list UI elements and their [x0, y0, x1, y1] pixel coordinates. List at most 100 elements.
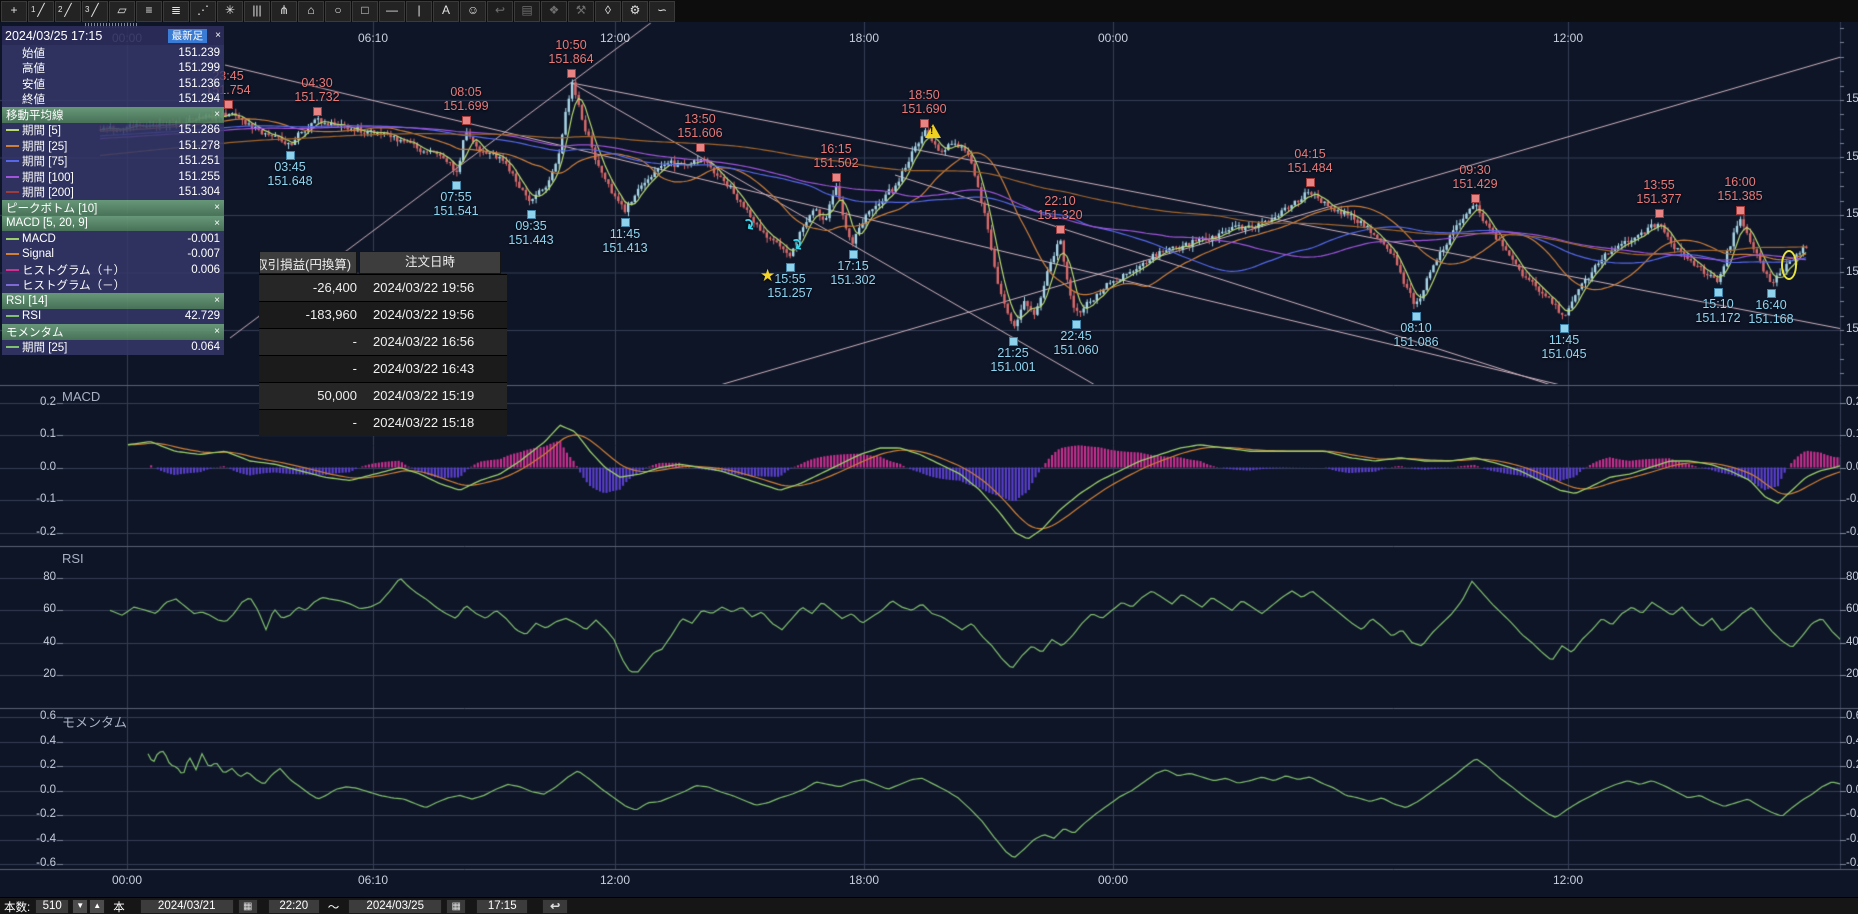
panel-drag-handle[interactable]	[85, 23, 137, 28]
indicator-section-header: MACD [5, 20, 9] ×	[2, 215, 224, 231]
edit-tool-button[interactable]: ⚒	[568, 0, 594, 22]
series-color-swatch	[6, 253, 19, 256]
row-label: Signal	[22, 248, 54, 261]
time-from-field[interactable]: 22:20	[267, 899, 320, 914]
horizontal-line-button[interactable]: —	[379, 0, 405, 22]
indicator-section-header: 移動平均線 ×	[2, 107, 224, 123]
row-label: ピークボトム [10]	[6, 202, 98, 215]
rsi-pane-title: RSI	[62, 551, 84, 566]
macd-axis-label: -0.2	[36, 525, 56, 538]
date-to-field[interactable]: 2024/03/25	[348, 899, 443, 914]
highlight-ellipse[interactable]	[1781, 250, 1797, 280]
bottom-marker	[1560, 324, 1569, 334]
bar-count-up-button[interactable]: ▲	[89, 899, 106, 914]
momentum-axis-label: 0.2	[1846, 759, 1858, 771]
date-from-field[interactable]: 2024/03/21	[139, 899, 234, 914]
info-row: 期間 [75] 151.251	[2, 153, 224, 169]
annotation-time: 03:45	[274, 159, 306, 174]
order-datetime: 2024/03/22 16:56	[373, 334, 475, 349]
info-row: 始値 151.239	[2, 45, 224, 61]
rsi-axis-label: 40	[1846, 635, 1858, 648]
price-axis-label: 151.8	[1846, 93, 1858, 105]
warning-stamp-icon[interactable]: !	[925, 124, 941, 138]
row-value: 42.729	[184, 310, 220, 323]
detach-button[interactable]: ∽	[649, 0, 675, 22]
annotation-time: 17:15	[837, 259, 869, 274]
horizontal-lines-4-button[interactable]: ≣	[163, 0, 189, 22]
series-color-swatch	[6, 268, 19, 271]
section-close-icon[interactable]: ×	[214, 326, 220, 338]
rsi-axis-label: 80	[1846, 571, 1858, 583]
bottom-marker	[1767, 288, 1776, 298]
bar-unit-label: 本	[113, 901, 125, 914]
fan-lines-button[interactable]: ⋰	[190, 0, 216, 22]
time-axis-label-bottom: 12:00	[599, 873, 631, 887]
annotation-time: 15:55	[774, 272, 806, 287]
pitchfork-button[interactable]: ⋔	[271, 0, 297, 22]
ellipse-tool-button[interactable]: ○	[325, 0, 351, 22]
macd-axis-label: 0.1	[40, 428, 56, 440]
annotation-time: 08:10	[1400, 321, 1432, 336]
row-label: 高値	[22, 63, 45, 76]
momentum-axis-label: 0.4	[1846, 734, 1858, 747]
calendar-from-icon[interactable]: ▦	[237, 899, 258, 914]
annotation-price: 151.377	[1636, 191, 1682, 206]
section-close-icon[interactable]: ×	[214, 109, 220, 121]
latest-bar-button[interactable]: 最新足	[167, 28, 208, 43]
trendline-1-button[interactable]: ╱ 1	[28, 0, 54, 22]
bar-count-label: 本数:	[4, 901, 31, 914]
order-datetime: 2024/03/22 15:18	[373, 415, 475, 430]
annotation-price: 151.172	[1695, 310, 1741, 325]
order-datetime-column-header: 注文日時	[359, 251, 501, 274]
bottom-marker	[621, 218, 630, 228]
momentum-axis-label: 0.6	[40, 710, 56, 722]
vertical-line-button[interactable]: |	[406, 0, 432, 22]
reset-range-button[interactable]: ↩	[542, 899, 569, 914]
row-value: 151.236	[178, 77, 220, 90]
bar-count-down-button[interactable]: ▼	[72, 899, 89, 914]
annotation-price: 151.541	[433, 204, 479, 219]
vertical-grid-lines-button[interactable]: |||	[244, 0, 270, 22]
ruler-button[interactable]: ▱	[109, 0, 135, 22]
quote-timestamp: 2024/03/25 17:15	[5, 28, 103, 43]
peak-annotation: 10:50 151.864	[548, 38, 593, 66]
section-close-icon[interactable]: ×	[214, 295, 220, 307]
section-close-icon[interactable]: ×	[214, 217, 220, 229]
speed-lines-button[interactable]: ✳	[217, 0, 243, 22]
annotation-time: 08:05	[450, 85, 482, 100]
eraser-button[interactable]: ◊	[595, 0, 621, 22]
undo-button[interactable]: ↩	[487, 0, 513, 22]
tool-settings-button[interactable]: ⚙	[622, 0, 648, 22]
rsi-axis-label: 60	[43, 603, 56, 616]
bottom-annotation: 15:55 151.257	[767, 272, 812, 300]
row-label: RSI	[22, 310, 42, 323]
time-axis-label-top: 12:00	[599, 31, 631, 45]
text-tool-button[interactable]: A	[433, 0, 459, 22]
peak-annotation: 09:30 151.429	[1452, 163, 1497, 191]
momentum-axis-label: -0.4	[36, 832, 56, 845]
time-axis-label-bottom: 12:00	[1552, 873, 1584, 887]
row-label: 安値	[22, 78, 45, 91]
rectangle-tool-button[interactable]: □	[352, 0, 378, 22]
bar-count-input[interactable]: 510	[35, 899, 70, 914]
annotation-price: 151.502	[813, 155, 859, 170]
peak-marker	[832, 172, 841, 182]
bottom-marker	[849, 250, 858, 260]
horizontal-lines-3-button[interactable]: ≡	[136, 0, 162, 22]
panel-close-icon[interactable]: ×	[215, 30, 221, 41]
trendline-3-button[interactable]: ╱ 3	[82, 0, 108, 22]
copy-button[interactable]: ▤	[514, 0, 540, 22]
time-to-field[interactable]: 17:15	[476, 899, 529, 914]
calendar-to-icon[interactable]: ▦	[446, 899, 467, 914]
pentagon-button[interactable]: ⌂	[298, 0, 324, 22]
star-stamp-icon[interactable]: ★	[760, 266, 776, 285]
section-close-icon[interactable]: ×	[214, 202, 220, 214]
annotation-time: 15:10	[1702, 296, 1734, 311]
trendline-2-button[interactable]: ╱ 2	[55, 0, 81, 22]
icon-stamp-button[interactable]: ☺	[460, 0, 486, 22]
peak-annotation: 16:00 151.385	[1717, 175, 1762, 203]
pan-hand-button[interactable]: ❖	[541, 0, 567, 22]
crosshair-button[interactable]: +	[1, 0, 27, 22]
